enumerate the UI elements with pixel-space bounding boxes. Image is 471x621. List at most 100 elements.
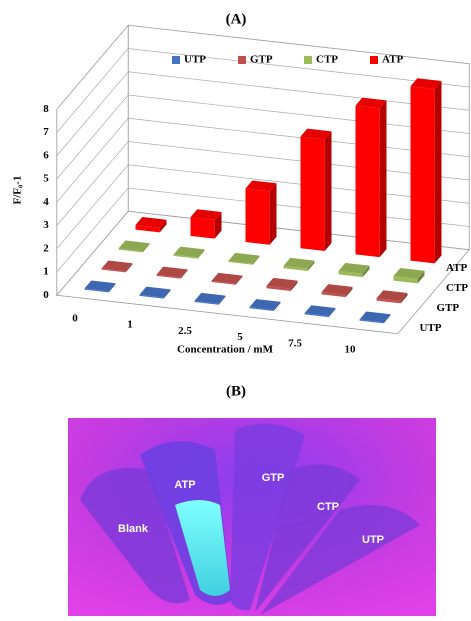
bar-front [118, 248, 143, 253]
bar-front [211, 280, 236, 285]
bar-front [393, 275, 418, 284]
depth-label: GTP [437, 302, 460, 314]
bar-top [300, 128, 332, 140]
y-tick-label: 8 [43, 103, 49, 115]
bar-side [290, 280, 298, 291]
bar-front [304, 313, 329, 318]
bar-top [249, 299, 281, 310]
bar-top [393, 267, 425, 279]
tube-label: UTP [362, 534, 384, 546]
photo: Blank ATP GTP CTP UTP [68, 418, 436, 616]
bar-side [218, 295, 226, 305]
bar [190, 209, 222, 239]
bar [300, 128, 332, 251]
y-tick-label: 3 [43, 219, 49, 231]
bar [228, 252, 260, 265]
bar [249, 299, 281, 311]
bar-top [156, 266, 188, 278]
tube-glow [175, 500, 230, 596]
bar-front [338, 270, 363, 278]
bar [266, 277, 298, 291]
legend-label: ATP [382, 54, 403, 66]
bar-front [321, 292, 346, 298]
bar-front [101, 268, 126, 273]
legend-swatch [172, 56, 180, 64]
bar-side [214, 211, 222, 239]
tube [80, 468, 190, 604]
bar-front [300, 136, 325, 251]
bar-side [180, 269, 188, 279]
bar [283, 257, 315, 271]
bar-top [228, 252, 260, 264]
bar [321, 284, 353, 298]
grid-line [56, 24, 470, 110]
bar-front [249, 307, 274, 311]
bar-front [194, 300, 219, 305]
bar-front [376, 298, 401, 304]
grid-line [56, 48, 470, 133]
chart-title: (A) [226, 11, 247, 27]
bar-side [400, 293, 408, 304]
bar [376, 290, 408, 304]
tube-label: Blank [118, 523, 149, 535]
bar [410, 78, 442, 264]
bar-side [328, 308, 336, 318]
depth-label: UTP [420, 322, 442, 334]
bar-side [142, 243, 150, 253]
y-tick-label: 2 [43, 242, 49, 254]
bar-side [307, 260, 315, 271]
depth-label: CTP [446, 282, 468, 294]
bar-top [211, 272, 243, 284]
bar-front [84, 288, 109, 293]
x-axis-label: Concentration / mM [177, 344, 274, 356]
grid-line [56, 71, 470, 157]
legend-swatch [238, 56, 246, 64]
bar-top [321, 284, 353, 295]
bar-top [118, 240, 150, 252]
legend-swatch [370, 56, 378, 64]
legend-swatch [304, 56, 312, 64]
bar-side [108, 283, 116, 293]
tube-label: ATP [174, 479, 195, 491]
bar [304, 305, 336, 318]
bar-side [379, 100, 387, 258]
bar [118, 240, 150, 253]
bar-top [190, 209, 222, 220]
bar-side [163, 289, 171, 299]
bar [156, 266, 188, 279]
tube [260, 505, 420, 615]
x-tick-label: 2.5 [178, 325, 192, 337]
bar-top [139, 286, 171, 298]
y-tick-label: 0 [43, 289, 49, 301]
bar [139, 286, 171, 299]
bar-top [245, 180, 277, 192]
bar-top [266, 277, 298, 289]
bar-front [283, 265, 308, 271]
bar-top [376, 290, 408, 302]
bar [173, 246, 205, 259]
bar-side [383, 314, 391, 324]
bar-front [355, 105, 380, 258]
x-tick-label: 0 [72, 313, 78, 325]
bar-side [159, 219, 167, 233]
legend-label: GTP [250, 54, 273, 66]
tube-label: GTP [262, 472, 285, 484]
bar [359, 311, 391, 324]
bar-top [304, 305, 336, 317]
tube [230, 423, 305, 611]
bar-top [194, 292, 226, 304]
bar-front [190, 217, 215, 239]
bar [355, 97, 387, 258]
y-tick-label: 5 [43, 173, 49, 185]
bar-side [362, 265, 370, 278]
bar-front [245, 188, 270, 245]
bar-side [235, 275, 243, 285]
bar-front [135, 224, 160, 233]
bar [245, 180, 277, 245]
panel-title: (B) [226, 383, 246, 399]
x-tick-label: 5 [237, 331, 243, 343]
bar-front [156, 274, 181, 279]
bar [84, 280, 116, 293]
